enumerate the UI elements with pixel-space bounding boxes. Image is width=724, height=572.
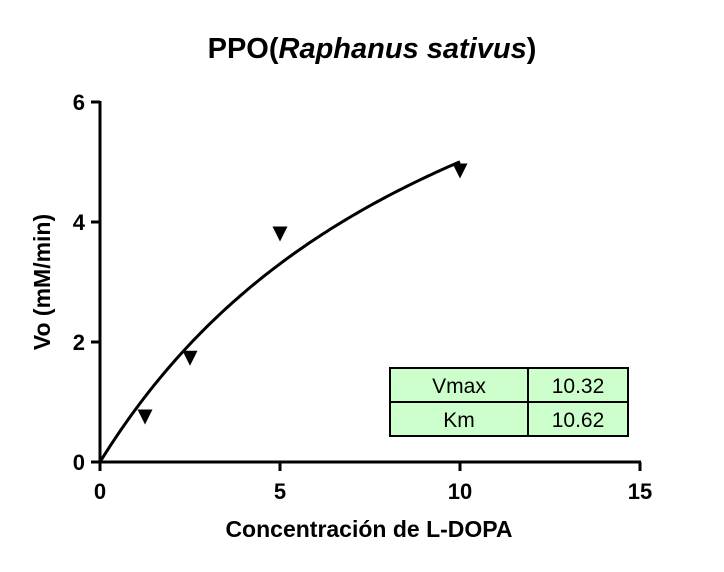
table-param-label: Vmax: [432, 375, 486, 398]
y-tick-label: 2: [73, 330, 85, 355]
data-point: [137, 409, 153, 425]
fit-curve: [98, 160, 461, 463]
x-tick-label: 10: [448, 479, 472, 504]
chart-title: PPO(Raphanus sativus): [208, 33, 537, 65]
x-tick-label: 0: [94, 479, 106, 504]
x-axis-title: Concentración de L-DOPA: [225, 516, 512, 542]
data-point: [452, 163, 468, 179]
parameter-table: Vmax 10.32 Km 10.62: [389, 367, 629, 437]
y-tick-label: 4: [73, 210, 86, 235]
x-tick-label: 15: [628, 479, 652, 504]
table-param-value: 10.62: [552, 409, 605, 432]
y-tick-label: 0: [73, 450, 85, 475]
tick-labels: 0 5 10 15 0 2 4 6: [73, 90, 652, 504]
data-points: [137, 163, 468, 425]
table-param-label: Km: [443, 409, 475, 432]
y-axis-title: Vo (mM/min): [29, 214, 55, 350]
table-param-value: 10.32: [552, 375, 605, 398]
y-tick-label: 6: [73, 90, 85, 115]
data-point: [272, 226, 288, 242]
axes: [91, 100, 642, 471]
data-point: [182, 350, 198, 366]
x-tick-label: 5: [274, 479, 286, 504]
